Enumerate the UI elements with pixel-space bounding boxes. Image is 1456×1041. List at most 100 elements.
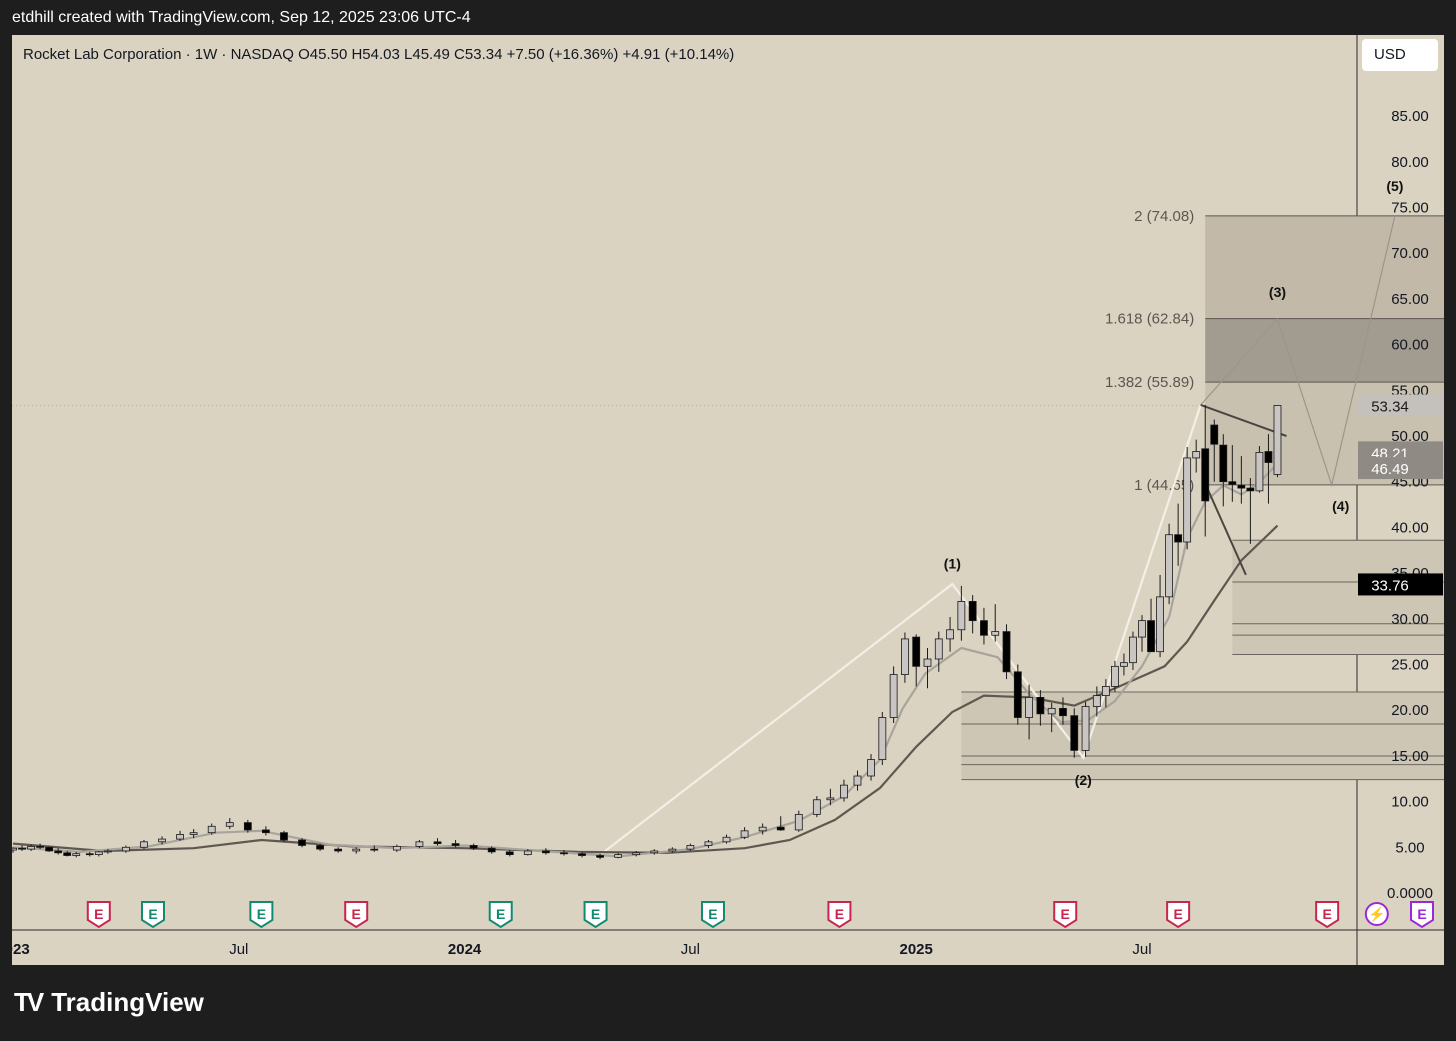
- candle-body: [1092, 695, 1101, 707]
- tradingview-brand[interactable]: TV TradingView: [14, 987, 204, 1018]
- candle-body: [980, 620, 988, 636]
- candle-body: [45, 846, 54, 852]
- candle: [1147, 598, 1155, 653]
- fib-retracement-zone: [961, 692, 1444, 780]
- candle-body: [901, 638, 909, 675]
- earnings-event-icon[interactable]: E: [86, 901, 111, 929]
- candle: [912, 634, 921, 687]
- candle-body: [1273, 405, 1282, 475]
- earnings-event-icon[interactable]: E: [1053, 901, 1078, 929]
- candle-body: [505, 851, 514, 856]
- candle: [1246, 478, 1255, 544]
- fib-extension-label: 1 (44.65): [1134, 477, 1194, 494]
- candle: [794, 810, 803, 832]
- candle: [1059, 697, 1067, 725]
- price-tick-label: 5.00: [1395, 839, 1424, 856]
- candle-body: [261, 829, 270, 834]
- candle-body: [1025, 697, 1033, 718]
- candle: [980, 607, 988, 645]
- candle-body: [1219, 444, 1228, 483]
- impulse-wave-path: [594, 404, 1202, 860]
- candle: [1120, 653, 1128, 676]
- candle-body: [158, 838, 166, 843]
- candle-body: [370, 848, 379, 851]
- candle: [158, 836, 166, 845]
- earnings-event-icon[interactable]: E: [140, 901, 165, 929]
- earnings-event-icon[interactable]: E: [1409, 901, 1434, 929]
- candle: [1228, 445, 1237, 502]
- candle-body: [469, 845, 478, 849]
- candle: [140, 839, 148, 850]
- candle-body: [704, 841, 713, 846]
- candle-body: [1156, 596, 1164, 653]
- earnings-event-icon[interactable]: E: [583, 901, 608, 929]
- candle-body: [889, 674, 898, 718]
- candle-body: [1101, 686, 1110, 696]
- candle-body: [72, 853, 81, 856]
- triangle-upper-line: [1200, 403, 1287, 437]
- earnings-event-icon[interactable]: E: [827, 901, 852, 929]
- time-tick-label: 2024: [448, 941, 482, 958]
- candle-body: [176, 834, 184, 840]
- price-tag: [1358, 457, 1443, 480]
- candle-body: [225, 822, 234, 827]
- event-badge-label: E: [591, 906, 600, 922]
- candle: [923, 648, 932, 689]
- earnings-event-icon[interactable]: E: [700, 901, 725, 929]
- price-chart[interactable]: 1 (44.65) 1.382 (55.89) 1.618 (62.84) 2 (74…: [12, 35, 1444, 965]
- candle-body: [1264, 451, 1273, 463]
- candle: [451, 839, 460, 848]
- candle-body: [63, 852, 72, 856]
- currency-selector[interactable]: USD: [1362, 39, 1438, 71]
- fib-extension-label: 1.618 (62.84): [1105, 311, 1194, 328]
- earnings-event-icon[interactable]: E: [344, 901, 369, 929]
- candle-body: [122, 846, 130, 852]
- candle-body: [12, 847, 17, 851]
- candle-body: [853, 775, 862, 786]
- candle-body: [1013, 671, 1022, 718]
- candle: [957, 585, 966, 641]
- earnings-event-icon[interactable]: E: [1315, 901, 1340, 929]
- candle: [650, 849, 659, 855]
- candle-body: [1036, 697, 1045, 715]
- candle-body: [1174, 534, 1183, 543]
- fib-extension-label: 1.382 (55.89): [1105, 374, 1194, 391]
- candle-body: [334, 848, 343, 852]
- candle-body: [1192, 451, 1201, 459]
- candle-body: [1002, 631, 1011, 673]
- event-badge-label: ⚡: [1368, 906, 1385, 923]
- candle-body: [1210, 424, 1219, 445]
- candle: [189, 829, 198, 839]
- candle: [334, 847, 343, 853]
- chart-panel[interactable]: 1 (44.65) 1.382 (55.89) 1.618 (62.84) 2 (74…: [12, 35, 1444, 965]
- candle-body: [867, 759, 875, 777]
- split-event-icon[interactable]: ⚡: [1364, 902, 1389, 926]
- price-tick-label: 75.00: [1391, 200, 1429, 217]
- candle-body: [1201, 448, 1210, 502]
- time-tick-label: Jul: [229, 941, 248, 958]
- candle-body: [923, 658, 932, 667]
- candle: [225, 818, 234, 830]
- candle: [316, 843, 324, 851]
- candle-body: [560, 852, 568, 855]
- candle: [1264, 434, 1273, 504]
- price-tick-label: 0.0000: [1387, 885, 1433, 902]
- candle: [45, 846, 54, 852]
- candle-body: [54, 850, 63, 854]
- candle-body: [1059, 707, 1067, 717]
- candle-body: [912, 636, 921, 667]
- price-tick-label: 25.00: [1391, 657, 1429, 674]
- candle-body: [668, 848, 677, 852]
- candle: [1013, 664, 1022, 725]
- candle: [541, 848, 550, 855]
- candle: [578, 851, 586, 858]
- candle: [487, 846, 496, 854]
- candle: [505, 850, 514, 857]
- candle-body: [722, 836, 731, 843]
- candle: [1237, 456, 1246, 504]
- candle: [469, 843, 478, 851]
- earnings-event-icon[interactable]: E: [488, 901, 513, 929]
- candle-body: [1183, 457, 1192, 543]
- earnings-event-icon[interactable]: E: [1166, 901, 1191, 929]
- earnings-event-icon[interactable]: E: [249, 901, 274, 929]
